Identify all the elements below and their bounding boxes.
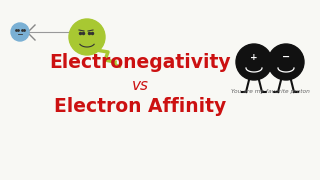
Text: +: + [250,53,258,62]
Text: Electronegativity: Electronegativity [49,53,231,73]
Text: You are my favorite proton: You are my favorite proton [231,89,309,94]
Circle shape [236,44,272,80]
Circle shape [11,23,29,41]
Circle shape [268,44,304,80]
Circle shape [69,19,105,55]
Text: Electron Affinity: Electron Affinity [54,98,226,116]
Text: −: − [282,52,290,62]
Text: vs: vs [132,78,148,93]
